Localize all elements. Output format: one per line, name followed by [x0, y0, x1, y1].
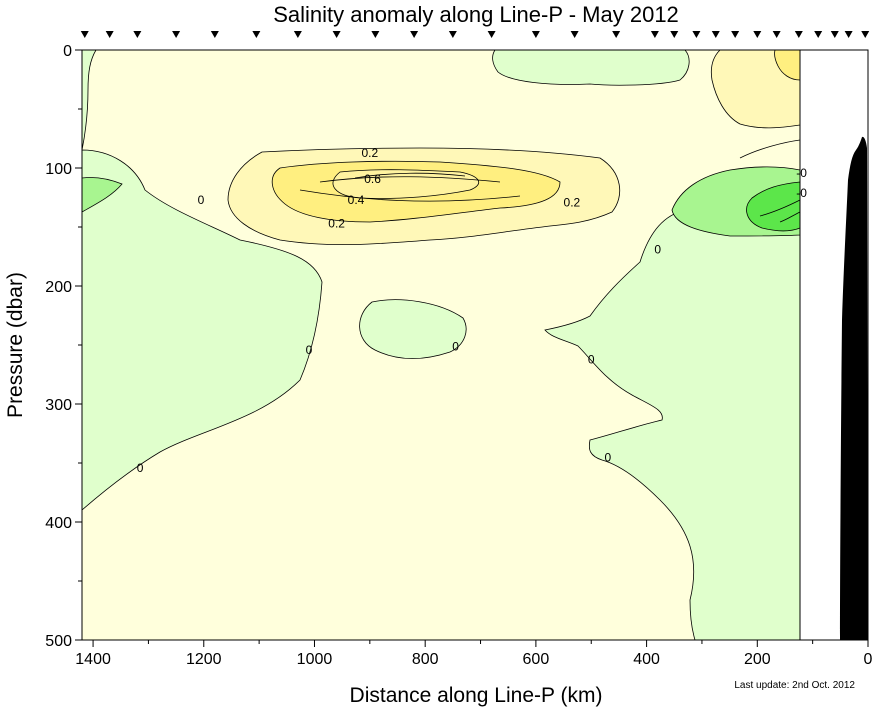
positive-core-0-6 — [332, 169, 480, 199]
contour-label: 0.4 — [348, 193, 365, 207]
contour-line — [779, 211, 801, 223]
station-marker — [80, 31, 89, 38]
station-marker — [711, 31, 720, 38]
station-marker — [844, 31, 853, 38]
station-marker — [670, 31, 679, 38]
station-markers — [80, 31, 870, 38]
station-marker — [448, 31, 457, 38]
station-marker — [731, 31, 740, 38]
x-tick-label: 0 — [864, 651, 873, 668]
contour-label: 0 — [137, 461, 144, 475]
y-axis: 0 100 200 300 400 500 — [45, 43, 82, 650]
x-tick-label: 1000 — [297, 651, 333, 668]
station-marker — [410, 31, 419, 38]
station-marker — [794, 31, 803, 38]
station-marker — [814, 31, 823, 38]
station-marker — [612, 31, 621, 38]
station-marker — [531, 31, 540, 38]
contour-label: 0.6 — [364, 172, 381, 186]
contour-lines — [299, 139, 801, 223]
contour-label: 0 — [605, 450, 612, 464]
x-tick-label: 800 — [412, 651, 439, 668]
station-marker — [487, 31, 496, 38]
contour-line — [739, 139, 801, 159]
contour-label: 0.2 — [564, 195, 581, 209]
station-marker — [772, 31, 781, 38]
positive-patch-northeast — [710, 50, 801, 129]
y-tick-label: 0 — [63, 43, 72, 60]
station-marker — [692, 31, 701, 38]
contour-label: 0.2 — [361, 146, 378, 160]
contour-label: 0 — [654, 243, 661, 257]
station-marker — [133, 31, 142, 38]
station-marker — [753, 31, 762, 38]
contour-line — [354, 172, 466, 179]
negative-region-west — [82, 149, 323, 511]
contour-label: 0 — [452, 339, 459, 353]
x-axis-label: Distance along Line-P (km) — [350, 684, 603, 707]
station-marker — [332, 31, 341, 38]
y-tick-label: 200 — [45, 279, 72, 296]
y-tick-label: 100 — [45, 161, 72, 178]
contour-label: -0 — [796, 166, 807, 180]
contour-label: 0 — [198, 193, 205, 207]
station-marker — [861, 31, 870, 38]
station-marker — [293, 31, 302, 38]
contour-label: 0 — [306, 343, 313, 357]
station-marker — [371, 31, 380, 38]
last-update-note: Last update: 2nd Oct. 2012 — [734, 680, 855, 691]
x-tick-label: 1200 — [186, 651, 222, 668]
bathymetry-slope — [840, 136, 868, 640]
x-tick-label: 1400 — [75, 651, 111, 668]
contour-label: 0.2 — [328, 217, 345, 231]
station-marker — [105, 31, 114, 38]
station-marker — [252, 31, 261, 38]
contour-line — [759, 199, 801, 217]
chart-title: Salinity anomaly along Line-P - May 2012 — [273, 2, 679, 27]
contour-line — [319, 176, 501, 183]
y-tick-label: 500 — [45, 633, 72, 650]
negative-lens-middle — [359, 299, 467, 359]
y-tick-label: 400 — [45, 515, 72, 532]
negative-region-northwest-strip — [82, 50, 97, 151]
x-tick-label: 200 — [744, 651, 771, 668]
negative-region-surface-east — [492, 50, 690, 86]
positive-patch-northeast-inner — [774, 50, 801, 81]
contour-label: 0 — [588, 352, 595, 366]
y-axis-label: Pressure (dbar) — [4, 272, 27, 418]
contour-label: -0 — [796, 186, 807, 200]
x-axis: 1400 1200 1000 800 600 400 200 0 — [75, 640, 873, 668]
x-tick-label: 600 — [523, 651, 550, 668]
contour-line — [299, 189, 521, 202]
station-marker — [830, 31, 839, 38]
station-marker — [172, 31, 181, 38]
y-tick-label: 300 — [45, 397, 72, 414]
x-tick-label: 400 — [633, 651, 660, 668]
negative-region-east — [544, 209, 801, 640]
station-marker — [570, 31, 579, 38]
station-marker — [650, 31, 659, 38]
station-marker — [210, 31, 219, 38]
negative-patch-west — [82, 177, 123, 213]
